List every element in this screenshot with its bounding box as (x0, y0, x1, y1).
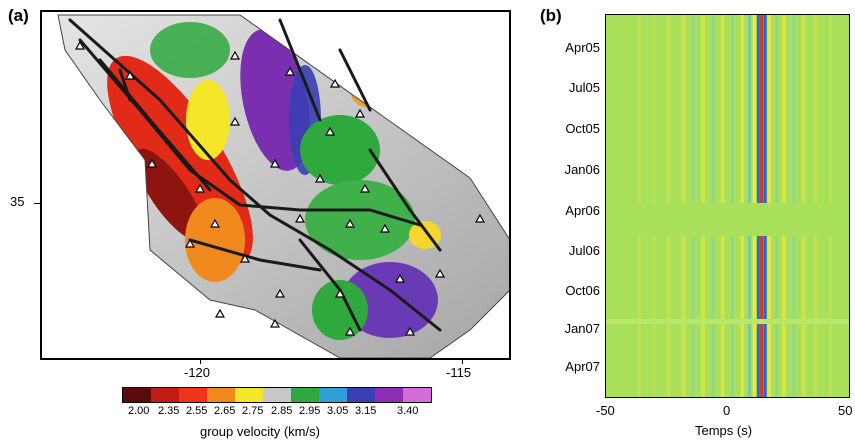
colorbar-swatch (207, 388, 235, 402)
coastline (57, 14, 510, 358)
seismic-stations (74, 40, 486, 336)
heatmap-gap-band (605, 319, 850, 324)
map-frame (40, 10, 511, 360)
colorbar-swatch (151, 388, 179, 402)
colorbar-tick: 3.15 (355, 405, 377, 417)
colorbar-label: group velocity (km/s) (200, 424, 320, 439)
colorbar-swatch (347, 388, 375, 402)
y-tick-label: Jan07 (564, 321, 600, 336)
colorbar-tick: 2.85 (271, 405, 293, 417)
colorbar (122, 387, 432, 403)
colorbar-swatch (375, 388, 403, 402)
y-tick-label: Apr06 (565, 203, 600, 218)
velocity-map (57, 14, 510, 358)
velocity-region-orange (185, 198, 245, 282)
velocity-region-green-central (305, 180, 415, 260)
colorbar-swatch (291, 388, 319, 402)
y-tick-label: Apr07 (565, 359, 600, 374)
colorbar-tick: 2.35 (158, 405, 180, 417)
lon-tick-label-2: -115 (446, 365, 472, 380)
colorbar-swatch (123, 388, 151, 402)
velocity-region-darkred-core (135, 148, 205, 242)
velocity-region-green-east (300, 115, 380, 185)
colorbar-tick: 3.05 (327, 405, 349, 417)
colorbar-swatch (263, 388, 291, 402)
correlation-heatmap (605, 14, 850, 398)
y-tick-label: Oct06 (565, 283, 600, 298)
colorbar-tick: 3.40 (397, 405, 419, 417)
x-tick-label: 50 (838, 403, 853, 418)
lat-tick-label: 35 (10, 194, 25, 209)
lon-tick-label-1: -120 (184, 365, 211, 380)
colorbar-tick: 2.55 (186, 405, 208, 417)
y-tick-label: Jul05 (568, 80, 600, 95)
panel-a-label: (a) (8, 6, 29, 25)
fault-lines (68, 18, 442, 332)
colorbar-swatch (235, 388, 263, 402)
y-tick-label: Jul06 (568, 243, 600, 258)
colorbar-swatch (319, 388, 347, 402)
panel-b-label: (b) (540, 6, 562, 25)
y-tick-label: Apr05 (565, 40, 600, 55)
lon-tick-line-1 (200, 358, 201, 364)
x-tick-label: -50 (596, 403, 615, 418)
velocity-region-green-north (150, 22, 230, 78)
y-tick-label: Oct05 (565, 121, 600, 136)
velocity-region-yellow (186, 80, 230, 160)
lon-tick-line-2 (462, 358, 463, 364)
colorbar-tick: 2.75 (242, 405, 264, 417)
colorbar-swatch (179, 388, 207, 402)
colorbar-tick: 2.65 (214, 405, 236, 417)
lat-tick-line (34, 203, 40, 204)
heatmap-gap-row (605, 203, 850, 236)
colorbar-tick: 2.95 (299, 405, 321, 417)
heatmap-frame (605, 14, 850, 398)
colorbar-swatch (403, 388, 431, 402)
y-tick-label: Jan06 (564, 162, 600, 177)
x-tick-label: 0 (723, 403, 731, 418)
velocity-region-green-south (312, 280, 368, 340)
colorbar-tick: 2.00 (128, 405, 150, 417)
x-axis-label: Temps (s) (695, 423, 753, 438)
